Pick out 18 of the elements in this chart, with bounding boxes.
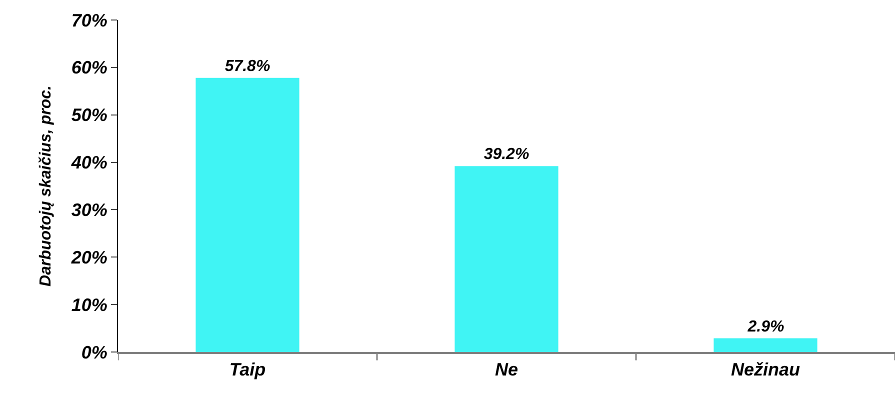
bar [196,78,300,352]
y-axis-title: Darbuotojų skaičius, proc. [37,86,54,286]
y-tick-label: 0% [81,342,108,362]
y-tick-label: 20% [70,247,108,268]
x-tick-label: Taip [229,359,266,380]
data-label: 39.2% [484,146,530,164]
data-label: 57.8% [224,58,270,75]
bar [714,338,818,352]
y-tick-label: 70% [71,10,108,30]
x-tick-label: Nežinau [730,359,800,380]
x-tick-label: Ne [494,359,518,380]
y-tick-label: 10% [71,294,108,315]
data-label: 2.9% [746,318,784,336]
y-tick-label: 40% [70,152,108,173]
y-tick-label: 60% [71,58,108,78]
bar [454,166,558,352]
y-tick-label: 30% [71,200,108,220]
y-tick-label: 50% [71,105,108,126]
